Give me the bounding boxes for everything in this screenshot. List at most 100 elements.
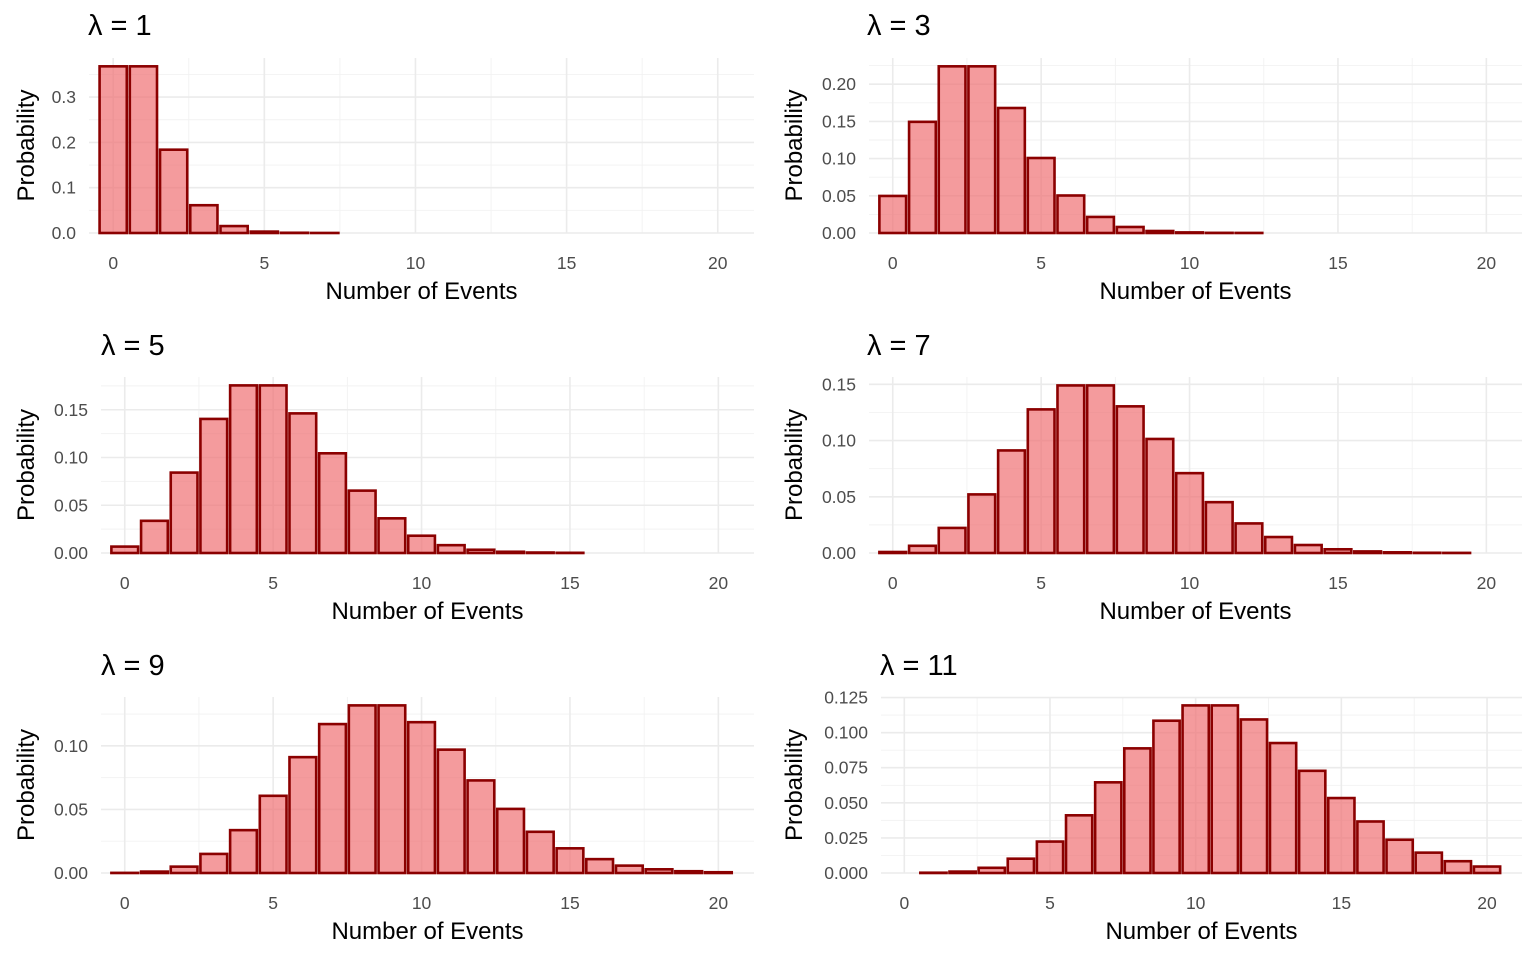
- y-tick-label: 0.00: [54, 543, 88, 563]
- panel-lambda-3: 0 5 10 15 20 0.00 0.05 0.10 0.15 0.20 Number of Ev…: [781, 10, 1522, 305]
- bar-5: [249, 230, 280, 235]
- bar-4: [1006, 857, 1036, 875]
- bar-11: [436, 748, 466, 875]
- x-tick-label: 10: [1180, 573, 1200, 593]
- panel-title: λ = 9: [101, 650, 165, 682]
- panel-lambda-5: 0 5 10 15 20 0.00 0.05 0.10 0.15 Number of Events…: [13, 330, 754, 625]
- bar-0: [878, 194, 908, 235]
- bar-3: [199, 417, 229, 555]
- y-tick-label: 0.05: [54, 799, 88, 819]
- bar-17: [1382, 551, 1412, 555]
- panel-title: λ = 3: [867, 10, 931, 42]
- x-tick-label: 15: [1332, 893, 1351, 913]
- y-tick-label: 0.100: [824, 723, 868, 743]
- y-tick-label: 0.050: [824, 793, 868, 813]
- bars: [878, 384, 1472, 555]
- bar-11: [1210, 704, 1240, 875]
- bar-5: [258, 384, 288, 555]
- x-axis-title: Number of Events: [1099, 598, 1291, 625]
- bar-14: [1297, 769, 1327, 875]
- bar-3: [188, 203, 219, 235]
- bar-10: [1174, 471, 1205, 555]
- x-tick-label: 0: [888, 573, 898, 593]
- y-tick-labels: 0.00 0.05 0.10 0.15: [822, 374, 856, 563]
- bar-10: [406, 534, 437, 555]
- bar-17: [1385, 838, 1415, 875]
- bars: [98, 65, 340, 235]
- y-tick-label: 0.20: [822, 74, 856, 94]
- y-tick-label: 0.05: [54, 495, 88, 515]
- y-axis-title: Probability: [13, 89, 40, 201]
- bar-5: [1026, 408, 1056, 555]
- bar-13: [495, 550, 526, 555]
- bar-2: [937, 526, 967, 555]
- bar-1: [139, 870, 170, 875]
- y-tick-label: 0.125: [824, 688, 868, 708]
- x-tick-labels: 0 5 10 15 20: [899, 893, 1497, 913]
- x-tick-label: 15: [1328, 253, 1347, 273]
- bar-12: [466, 548, 496, 555]
- x-tick-label: 20: [1477, 893, 1497, 913]
- x-tick-label: 5: [1036, 253, 1046, 273]
- y-tick-label: 0.05: [822, 487, 856, 507]
- bar-2: [158, 148, 189, 235]
- x-tick-label: 20: [708, 253, 728, 273]
- x-tick-label: 5: [1045, 893, 1055, 913]
- bar-10: [1174, 231, 1205, 235]
- bar-2: [948, 870, 977, 875]
- bar-6: [1056, 384, 1086, 555]
- bar-3: [967, 493, 997, 555]
- bar-17: [614, 864, 644, 875]
- bar-20: [1472, 865, 1502, 875]
- bar-6: [288, 755, 318, 875]
- bar-3: [977, 866, 1007, 875]
- bar-7: [1085, 384, 1116, 555]
- x-axis-title: Number of Events: [1099, 278, 1291, 305]
- x-axis-title: Number of Events: [331, 918, 523, 945]
- bar-9: [377, 517, 407, 555]
- bar-14: [1293, 543, 1323, 555]
- x-tick-label: 10: [412, 573, 432, 593]
- bar-5: [1035, 840, 1065, 875]
- y-tick-label: 0.025: [824, 828, 868, 848]
- bars: [110, 704, 734, 875]
- bar-15: [1326, 796, 1356, 875]
- y-tick-label: 0.15: [822, 111, 856, 131]
- x-tick-label: 10: [1180, 253, 1200, 273]
- bar-13: [1268, 741, 1298, 875]
- x-axis-title: Number of Events: [1105, 918, 1297, 945]
- y-tick-label: 0.10: [54, 736, 88, 756]
- x-tick-label: 0: [120, 893, 130, 913]
- bar-11: [436, 543, 466, 555]
- x-tick-label: 20: [1477, 573, 1497, 593]
- panel-title: λ = 5: [101, 330, 165, 362]
- x-tick-label: 10: [406, 253, 426, 273]
- bar-20: [703, 870, 734, 875]
- bar-6: [1064, 814, 1094, 875]
- bar-2: [169, 471, 199, 555]
- bar-0: [878, 550, 908, 555]
- x-tick-labels: 0 5 10 15 20: [888, 253, 1497, 273]
- y-tick-label: 0.00: [822, 223, 856, 243]
- bar-16: [1356, 820, 1385, 875]
- bars: [878, 65, 1264, 235]
- y-tick-label: 0.10: [822, 149, 856, 169]
- bar-16: [1352, 550, 1383, 555]
- bar-1: [907, 120, 938, 235]
- bar-19: [674, 869, 704, 875]
- bars: [919, 704, 1502, 875]
- bar-13: [495, 807, 526, 875]
- x-tick-labels: 0 5 10 15 20: [120, 893, 729, 913]
- y-tick-label: 0.00: [54, 863, 88, 883]
- bar-8: [1122, 747, 1152, 875]
- x-axis-title: Number of Events: [325, 278, 517, 305]
- x-tick-label: 15: [557, 253, 576, 273]
- x-tick-label: 0: [888, 253, 898, 273]
- bar-4: [996, 449, 1027, 555]
- x-tick-label: 5: [268, 573, 278, 593]
- x-tick-label: 15: [1328, 573, 1347, 593]
- panel-lambda-9: 0 5 10 15 20 0.00 0.05 0.10 Number of Events Prob…: [13, 650, 754, 945]
- x-tick-label: 5: [1036, 573, 1046, 593]
- bar-12: [466, 779, 496, 875]
- x-tick-labels: 0 5 10 15 20: [120, 573, 729, 593]
